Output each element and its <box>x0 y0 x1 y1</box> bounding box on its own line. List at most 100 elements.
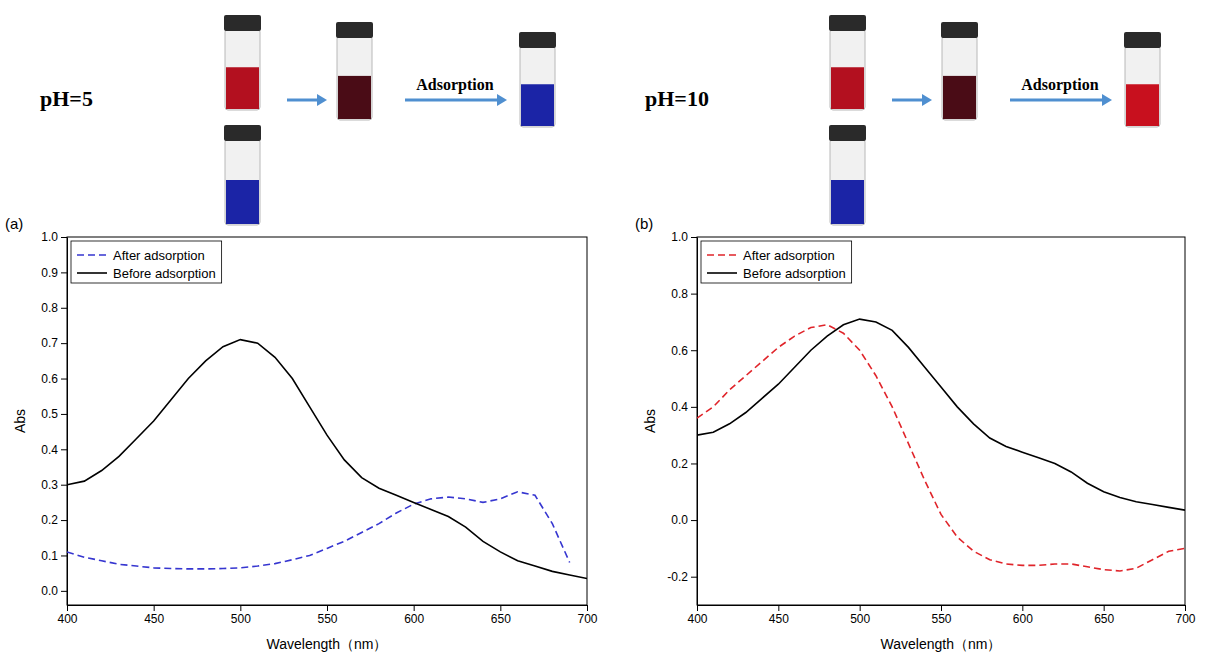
series-line <box>67 340 587 579</box>
tick: 600 <box>1013 605 1033 626</box>
vial <box>1124 32 1161 127</box>
plot-marks <box>67 340 587 579</box>
tick-label: 0.0 <box>41 584 58 598</box>
vial <box>829 125 866 225</box>
tick-label: 0.0 <box>671 513 688 527</box>
legend-swatch <box>707 272 737 274</box>
vial-glass <box>520 46 555 127</box>
tick-label: 500 <box>231 612 251 626</box>
tick-mark <box>691 520 697 521</box>
vial <box>829 15 866 110</box>
vial-cap <box>224 15 261 31</box>
tick-mark <box>61 449 67 450</box>
arrow <box>287 94 327 106</box>
tick: 0.5 <box>41 407 67 421</box>
tick-label: 600 <box>404 612 424 626</box>
adsorption-label: Adsorption <box>416 76 493 94</box>
tick: 650 <box>1094 605 1114 626</box>
tick: 0.7 <box>41 336 67 350</box>
tick-mark <box>691 294 697 295</box>
tick: 0.2 <box>671 457 697 471</box>
vial-liquid <box>831 67 864 109</box>
vial-cap <box>1124 32 1161 48</box>
tick-mark <box>860 605 861 611</box>
vial-glass <box>1125 46 1160 127</box>
vial-liquid <box>943 76 976 119</box>
tick-mark <box>587 605 588 611</box>
tick-label: 550 <box>317 612 337 626</box>
adsorption-label: Adsorption <box>1021 76 1098 94</box>
vial-glass <box>225 139 260 225</box>
tick-mark <box>154 605 155 611</box>
tick-label: 0.6 <box>41 372 58 386</box>
x-axis-title: Wavelength（nm） <box>881 636 1002 652</box>
legend: After adsorptionBefore adsorption <box>701 241 852 283</box>
tick-mark <box>697 605 698 611</box>
x-axis: 400450500550600650700 <box>687 605 1195 626</box>
tick-label: 400 <box>57 612 77 626</box>
tick-label: 0.8 <box>41 301 58 315</box>
plot-frame <box>697 237 1185 605</box>
tick-mark <box>61 343 67 344</box>
vial-liquid <box>831 180 864 224</box>
legend: After adsorptionBefore adsorption <box>71 241 222 283</box>
tick-label: 0.9 <box>41 266 58 280</box>
tick-label: 0.4 <box>671 400 688 414</box>
vial-liquid <box>226 180 259 224</box>
panel-label: (a) <box>5 215 23 232</box>
vial <box>224 15 261 110</box>
tick-label: 1.0 <box>41 230 58 244</box>
vial-liquid <box>338 76 371 119</box>
arrow-head <box>922 94 932 106</box>
tick-label: 1.0 <box>671 230 688 244</box>
arrow <box>1010 94 1112 106</box>
x-axis: 400450500550600650700 <box>57 605 597 626</box>
vial-liquid <box>521 84 554 126</box>
tick-label: 0.1 <box>41 549 58 563</box>
tick: -0.2 <box>667 570 697 584</box>
plot-marks <box>697 319 1185 571</box>
tick: 450 <box>144 605 164 626</box>
axis-line <box>697 238 698 606</box>
tick-mark <box>61 485 67 486</box>
panel-label: (b) <box>635 215 653 232</box>
tick-label: 0.4 <box>41 443 58 457</box>
plot-frame <box>67 237 587 605</box>
y-axis: 0.00.10.20.30.40.50.60.70.80.91.0 <box>41 230 67 605</box>
tick: 550 <box>931 605 951 626</box>
tick: 0.8 <box>671 287 697 301</box>
vial-cap <box>224 125 261 141</box>
tick-label: 0.2 <box>671 457 688 471</box>
tick: 550 <box>317 605 337 626</box>
legend-swatch <box>77 272 107 274</box>
tick-mark <box>691 350 697 351</box>
vial-glass <box>337 36 372 120</box>
tick-mark <box>67 605 68 611</box>
legend-label: After adsorption <box>743 248 835 263</box>
vial-cap <box>519 32 556 48</box>
ph-label: pH=10 <box>645 86 709 111</box>
tick-label: 700 <box>577 612 597 626</box>
tick-mark <box>691 407 697 408</box>
tick-label: 0.8 <box>671 287 688 301</box>
legend-swatch <box>77 254 107 256</box>
tick-mark <box>240 605 241 611</box>
tick-mark <box>778 605 779 611</box>
tick-mark <box>61 308 67 309</box>
ph-label: pH=5 <box>40 86 93 111</box>
panel: 4004505005506006507000.00.10.20.30.40.50… <box>12 230 598 652</box>
tick: 0.8 <box>41 301 67 315</box>
tick-label: 600 <box>1013 612 1033 626</box>
tick-mark <box>691 237 697 238</box>
arrow <box>892 94 932 106</box>
x-axis-title: Wavelength（nm） <box>267 636 388 652</box>
vial-cap <box>336 22 373 38</box>
tick: 0.6 <box>41 372 67 386</box>
tick-label: 0.5 <box>41 407 58 421</box>
vial-liquid <box>1126 84 1159 126</box>
tick: 0.4 <box>41 443 67 457</box>
y-axis-title: Abs <box>642 409 658 433</box>
legend-swatch <box>707 254 737 256</box>
legend-label: Before adsorption <box>113 266 216 281</box>
arrow-shaft <box>892 99 924 102</box>
